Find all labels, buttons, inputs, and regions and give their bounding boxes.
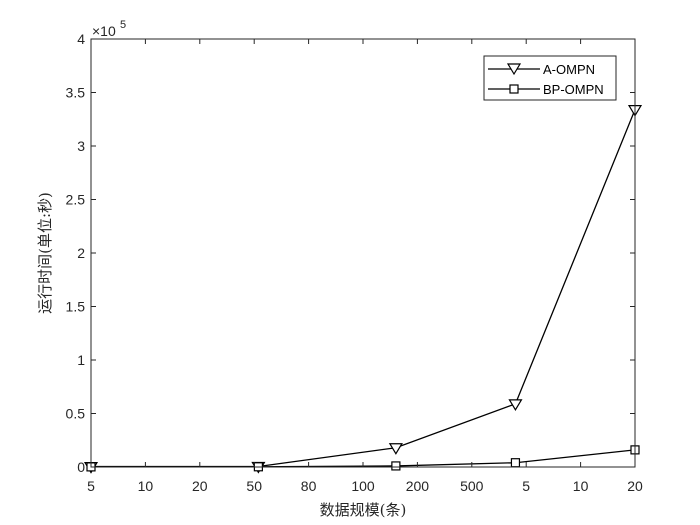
x-tick-label: 5 bbox=[87, 478, 95, 494]
x-tick-label: 500 bbox=[460, 478, 484, 494]
x-tick-label: 100 bbox=[351, 478, 375, 494]
y-tick-label: 2.5 bbox=[66, 192, 86, 208]
x-tick-label: 80 bbox=[301, 478, 317, 494]
x-tick-label: 10 bbox=[573, 478, 589, 494]
x-tick-label: 20 bbox=[192, 478, 208, 494]
x-tick-label: 5 bbox=[522, 478, 530, 494]
x-axis: 5 10 20 50 80 100 200 500 5 10 20 bbox=[87, 39, 643, 494]
y-axis-title: 运行时间(单位:秒) bbox=[36, 192, 54, 314]
y-tick-label: 3.5 bbox=[66, 85, 86, 101]
y-tick-label: 3 bbox=[77, 138, 85, 154]
y-exponent-power: 5 bbox=[120, 19, 126, 31]
data-point-bp-ompn bbox=[510, 458, 521, 468]
legend-label-bp-ompn: BP-OMPN bbox=[543, 82, 604, 97]
y-tick-label: 2 bbox=[77, 245, 85, 261]
data-point-bp-ompn bbox=[391, 461, 401, 471]
y-tick-label: 1 bbox=[77, 352, 85, 368]
data-point-a-ompn bbox=[388, 443, 403, 455]
plot-background bbox=[91, 39, 635, 467]
legend-box bbox=[483, 55, 617, 101]
y-tick-label: 0.5 bbox=[66, 406, 86, 422]
y-tick-label: 4 bbox=[77, 31, 85, 47]
x-tick-label: 20 bbox=[627, 478, 643, 494]
y-tick-label: 0 bbox=[77, 459, 85, 475]
legend-label-a-ompn: A-OMPN bbox=[543, 62, 595, 77]
x-tick-label: 200 bbox=[406, 478, 430, 494]
legend-marker-a-ompn bbox=[506, 63, 522, 76]
x-axis-title: 数据规模(条) bbox=[320, 501, 407, 519]
legend-marker-bp-ompn bbox=[509, 84, 519, 94]
x-tick-label: 50 bbox=[246, 478, 262, 494]
y-exponent: ×10 5 bbox=[92, 19, 126, 39]
data-point-a-ompn bbox=[508, 399, 523, 412]
x-tick-label: 10 bbox=[138, 478, 154, 494]
y-exponent-base: ×10 bbox=[92, 23, 116, 39]
y-axis: 0 0.5 1 1.5 2 2.5 3 3.5 4 bbox=[66, 31, 635, 475]
legend: A-OMPN BP-OMPN bbox=[483, 55, 617, 101]
y-tick-label: 1.5 bbox=[66, 299, 86, 315]
